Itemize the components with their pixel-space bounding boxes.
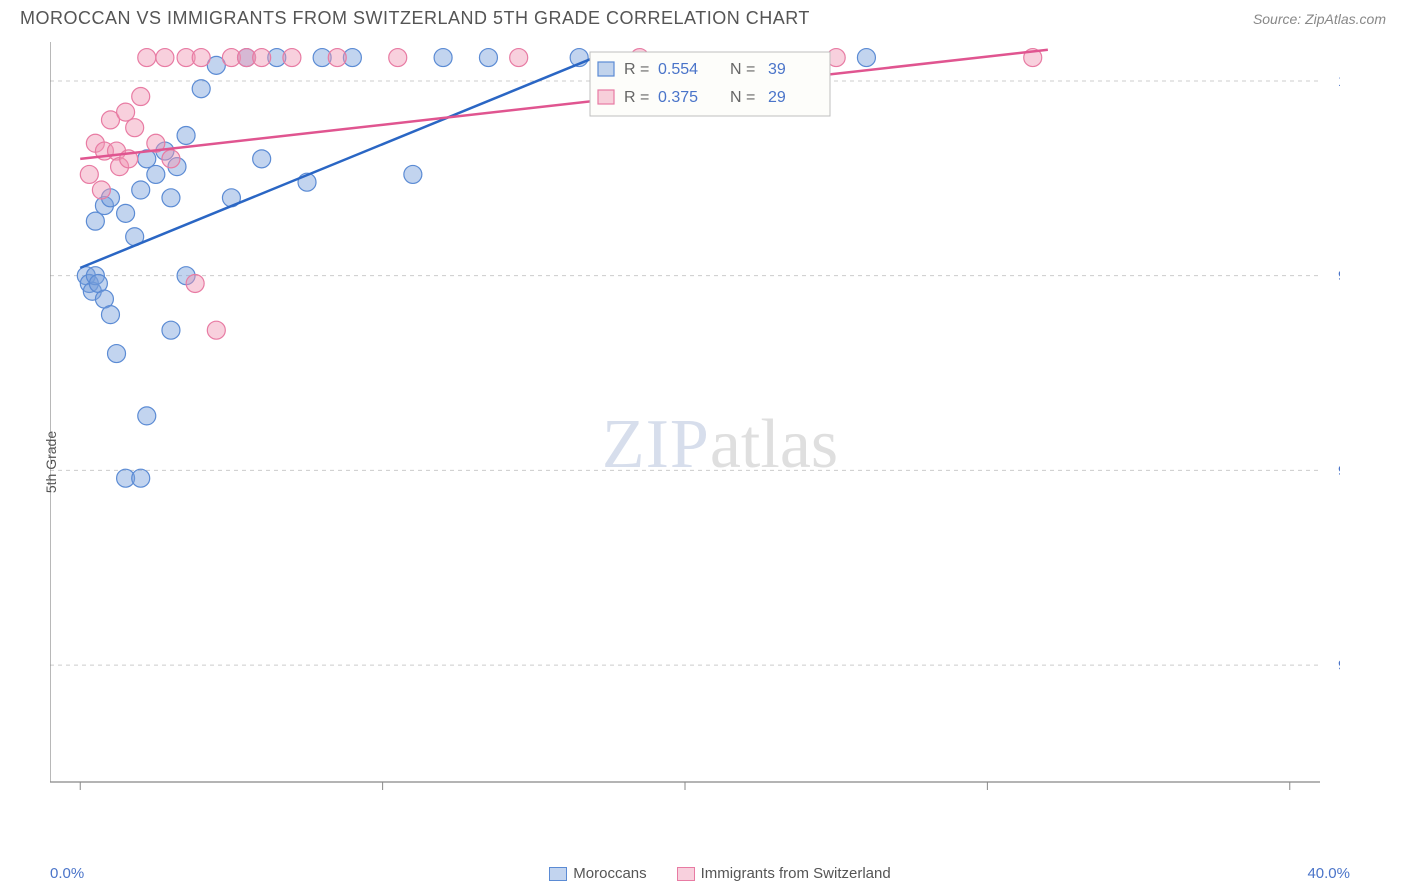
legend-label-swiss: Immigrants from Switzerland	[701, 865, 891, 882]
svg-text:N =: N =	[730, 89, 755, 106]
legend-item-swiss: Immigrants from Switzerland	[677, 865, 891, 882]
svg-text:0.554: 0.554	[658, 61, 698, 78]
y-axis-label: 5th Grade	[43, 431, 59, 493]
legend-swatch-blue	[549, 867, 567, 881]
svg-text:97.5%: 97.5%	[1338, 268, 1340, 285]
scatter-chart: 92.5% 95.0% 97.5% 100.0% R = 0.554 N = 39 R = 0.3…	[50, 42, 1340, 812]
svg-text:R =: R =	[624, 89, 649, 106]
svg-text:N =: N =	[730, 61, 755, 78]
legend-swatch-pink	[677, 867, 695, 881]
chart-source: Source: ZipAtlas.com	[1253, 11, 1386, 27]
svg-text:0.375: 0.375	[658, 89, 698, 106]
legend: Moroccans Immigrants from Switzerland	[50, 865, 1390, 882]
svg-text:95.0%: 95.0%	[1338, 462, 1340, 479]
legend-label-moroccans: Moroccans	[573, 865, 646, 882]
svg-text:100.0%: 100.0%	[1338, 73, 1340, 90]
chart-header: MOROCCAN VS IMMIGRANTS FROM SWITZERLAND …	[0, 0, 1406, 33]
legend-item-moroccans: Moroccans	[549, 865, 646, 882]
svg-text:39: 39	[768, 61, 786, 78]
svg-text:R =: R =	[624, 61, 649, 78]
svg-text:92.5%: 92.5%	[1338, 657, 1340, 674]
svg-text:29: 29	[768, 89, 786, 106]
chart-container: 5th Grade 92.5%95.0%97.5%100.0%R =0.554N…	[50, 42, 1390, 882]
chart-title: MOROCCAN VS IMMIGRANTS FROM SWITZERLAND …	[20, 8, 810, 29]
